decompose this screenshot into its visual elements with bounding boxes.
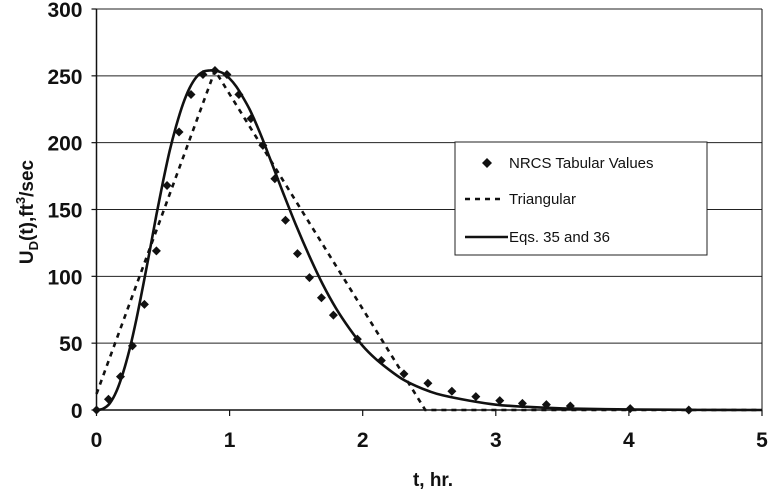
diamond-marker — [352, 334, 362, 344]
diamond-marker — [127, 341, 137, 351]
legend-item-triangular: Triangular — [465, 191, 576, 208]
y-tick-label: 300 — [47, 0, 82, 22]
diamond-marker — [399, 369, 409, 379]
y-tick-label: 250 — [47, 66, 82, 89]
y-axis-title: UD(t),ft3/sec — [13, 159, 41, 264]
diamond-marker — [328, 310, 338, 320]
y-tick-label: 0 — [71, 400, 83, 423]
legend-label: Triangular — [509, 191, 576, 208]
x-tick-label: 4 — [623, 429, 635, 452]
diamond-marker — [198, 69, 208, 79]
diamond-marker — [139, 299, 149, 309]
x-tick-label: 0 — [91, 429, 103, 452]
diamond-marker — [517, 398, 527, 408]
y-tick-label: 100 — [47, 266, 82, 289]
diamond-marker — [174, 127, 184, 137]
x-tick-label: 5 — [756, 429, 768, 452]
diamond-marker — [541, 400, 551, 410]
diamond-icon — [482, 158, 492, 168]
diamond-marker — [625, 404, 635, 414]
y-tick-label: 200 — [47, 133, 82, 156]
x-tick-label: 3 — [490, 429, 502, 452]
diamond-marker — [281, 215, 291, 225]
legend-item-nrcs: NRCS Tabular Values — [482, 155, 654, 172]
diamond-marker — [471, 392, 481, 402]
y-tick-label: 150 — [47, 200, 82, 223]
diamond-marker — [292, 249, 302, 259]
diamond-marker — [376, 356, 386, 366]
x-tick-label: 1 — [224, 429, 236, 452]
diamond-marker — [92, 405, 101, 415]
diamond-marker — [103, 394, 113, 404]
diamond-marker — [423, 378, 433, 388]
legend-item-eqs: Eqs. 35 and 36 — [465, 229, 610, 246]
gridlines — [96, 8, 762, 344]
diamond-marker — [210, 65, 220, 75]
diamond-marker — [565, 401, 575, 411]
diamond-marker — [270, 174, 280, 184]
diamond-marker — [115, 372, 125, 382]
diamond-marker — [186, 90, 196, 100]
legend-label: Eqs. 35 and 36 — [509, 229, 610, 246]
diamond-marker — [151, 246, 161, 256]
diamond-marker — [222, 69, 232, 79]
legend-label: NRCS Tabular Values — [509, 155, 654, 172]
diamond-marker — [684, 405, 694, 415]
diamond-marker — [234, 90, 244, 100]
diamond-marker — [304, 273, 314, 283]
legend: NRCS Tabular Values Triangular Eqs. 35 a… — [454, 141, 708, 256]
diamond-marker — [447, 386, 457, 396]
diamond-marker — [316, 293, 326, 303]
x-axis-title: t, hr. — [413, 470, 453, 491]
x-tick-labels: 0 1 2 3 4 5 — [91, 429, 768, 452]
diamond-marker — [495, 396, 505, 406]
y-tick-label: 50 — [59, 333, 82, 356]
series-markers — [92, 65, 694, 415]
diamond-marker — [246, 114, 256, 124]
diamond-marker — [162, 180, 172, 190]
x-tick-label: 2 — [357, 429, 369, 452]
diamond-marker — [258, 140, 268, 150]
y-tick-labels: 0 50 100 150 200 250 300 — [47, 0, 82, 423]
